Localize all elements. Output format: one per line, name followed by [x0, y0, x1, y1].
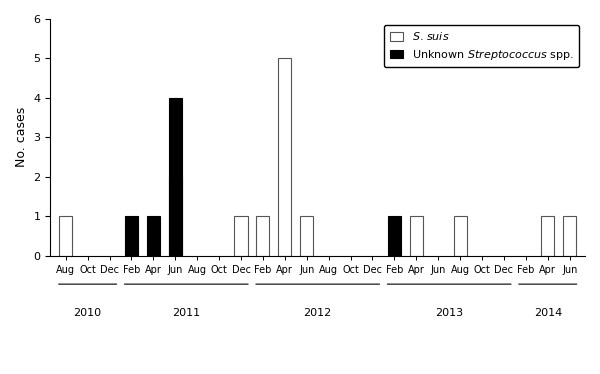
- Bar: [169, 177, 182, 256]
- Text: 2010: 2010: [74, 308, 102, 318]
- Bar: [256, 216, 269, 256]
- Bar: [147, 216, 160, 256]
- Bar: [59, 216, 73, 256]
- Bar: [278, 58, 292, 256]
- Text: 2013: 2013: [435, 308, 463, 318]
- Bar: [169, 98, 182, 256]
- Bar: [454, 216, 467, 256]
- Bar: [125, 216, 138, 256]
- Text: 2014: 2014: [533, 308, 562, 318]
- Bar: [388, 216, 401, 256]
- Legend: $S$. $suis$, Unknown $Streptococcus$ spp.: $S$. $suis$, Unknown $Streptococcus$ spp…: [384, 25, 580, 67]
- Bar: [541, 216, 554, 256]
- Text: 2011: 2011: [172, 308, 200, 318]
- Bar: [235, 216, 248, 256]
- Y-axis label: No. cases: No. cases: [15, 107, 28, 168]
- Bar: [410, 216, 423, 256]
- Bar: [563, 216, 576, 256]
- Bar: [300, 216, 313, 256]
- Text: 2012: 2012: [304, 308, 332, 318]
